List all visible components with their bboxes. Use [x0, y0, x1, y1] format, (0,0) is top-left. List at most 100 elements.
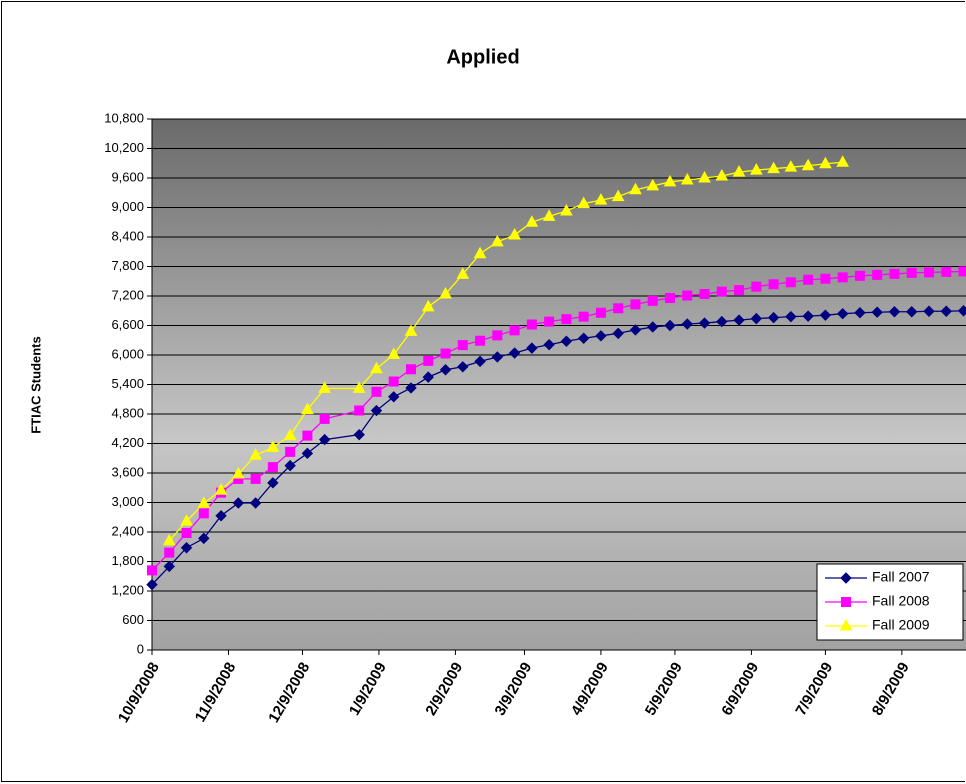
- marker: [665, 292, 675, 303]
- marker: [629, 324, 642, 336]
- marker: [681, 318, 693, 330]
- marker: [370, 404, 383, 417]
- marker: [957, 305, 966, 317]
- marker: [285, 446, 296, 457]
- marker: [682, 290, 693, 301]
- marker: [785, 277, 796, 288]
- marker: [301, 402, 314, 415]
- marker: [820, 273, 831, 284]
- marker: [318, 381, 332, 393]
- x-tick-label: 7/9/2009: [792, 659, 836, 718]
- marker: [664, 319, 676, 332]
- marker: [560, 335, 573, 347]
- marker: [492, 330, 503, 341]
- marker: [872, 269, 883, 280]
- x-tick-label: 6/9/2009: [718, 659, 762, 718]
- marker: [837, 272, 848, 283]
- legend-label: Fall 2009: [872, 617, 930, 633]
- marker: [647, 321, 659, 333]
- marker: [283, 428, 297, 441]
- legend-label: Fall 2008: [872, 593, 930, 609]
- marker: [249, 448, 262, 460]
- marker: [353, 428, 365, 441]
- marker: [801, 158, 815, 171]
- marker: [841, 597, 851, 607]
- x-tick-label: 10/9/2008: [115, 659, 163, 725]
- marker: [715, 168, 729, 181]
- marker: [611, 189, 625, 202]
- marker: [423, 355, 434, 366]
- marker: [180, 514, 193, 526]
- marker: [370, 361, 383, 374]
- marker: [457, 340, 468, 351]
- marker: [543, 338, 555, 351]
- marker: [180, 542, 193, 554]
- y-tick-label: 1,200: [111, 582, 144, 597]
- marker: [716, 286, 727, 297]
- marker: [526, 342, 538, 354]
- marker: [767, 161, 780, 174]
- marker: [439, 286, 452, 299]
- marker: [732, 165, 746, 177]
- marker: [836, 307, 849, 320]
- marker: [267, 462, 278, 473]
- marker: [839, 618, 853, 631]
- marker: [267, 477, 279, 489]
- y-tick-label: 9,000: [111, 199, 144, 214]
- marker: [231, 466, 245, 479]
- marker: [146, 578, 158, 591]
- y-tick-label: 1,800: [111, 553, 144, 568]
- x-tick-label: 1/9/2009: [346, 659, 390, 718]
- y-tick-label: 4,800: [111, 405, 144, 420]
- marker: [854, 270, 865, 281]
- marker: [784, 160, 798, 172]
- marker: [906, 306, 918, 318]
- marker: [421, 299, 435, 312]
- marker: [387, 347, 401, 360]
- marker: [819, 156, 832, 169]
- marker: [197, 496, 211, 508]
- marker: [751, 281, 762, 292]
- marker: [318, 433, 331, 446]
- marker: [406, 364, 416, 375]
- marker: [508, 227, 521, 240]
- marker: [802, 310, 814, 322]
- marker: [162, 533, 176, 546]
- marker: [889, 268, 900, 279]
- marker: [647, 295, 658, 306]
- marker: [475, 335, 486, 346]
- marker: [388, 376, 399, 387]
- marker: [854, 307, 866, 319]
- marker: [906, 267, 917, 278]
- marker: [215, 510, 227, 522]
- y-axis-label: FTIAC Students: [28, 336, 43, 434]
- marker: [561, 314, 572, 325]
- y-tick-label: 6,000: [111, 346, 144, 361]
- marker: [354, 405, 365, 416]
- y-tick-label: 3,600: [111, 464, 144, 479]
- x-tick-label: 11/9/2008: [192, 659, 240, 725]
- marker: [940, 305, 952, 317]
- marker: [440, 348, 451, 359]
- marker: [767, 311, 780, 324]
- marker: [422, 371, 434, 383]
- marker: [888, 306, 901, 318]
- y-tick-label: 7,200: [111, 287, 144, 302]
- y-tick-label: 600: [122, 612, 144, 627]
- marker: [544, 316, 555, 327]
- marker: [198, 532, 210, 545]
- marker: [404, 324, 418, 336]
- marker: [284, 459, 296, 472]
- marker: [371, 386, 382, 397]
- legend-label: Fall 2007: [872, 569, 930, 585]
- marker: [646, 178, 660, 191]
- marker: [147, 565, 157, 576]
- marker: [680, 172, 694, 185]
- marker: [629, 182, 642, 195]
- marker: [198, 508, 209, 519]
- marker: [473, 246, 487, 259]
- marker: [924, 267, 934, 278]
- marker: [941, 266, 952, 277]
